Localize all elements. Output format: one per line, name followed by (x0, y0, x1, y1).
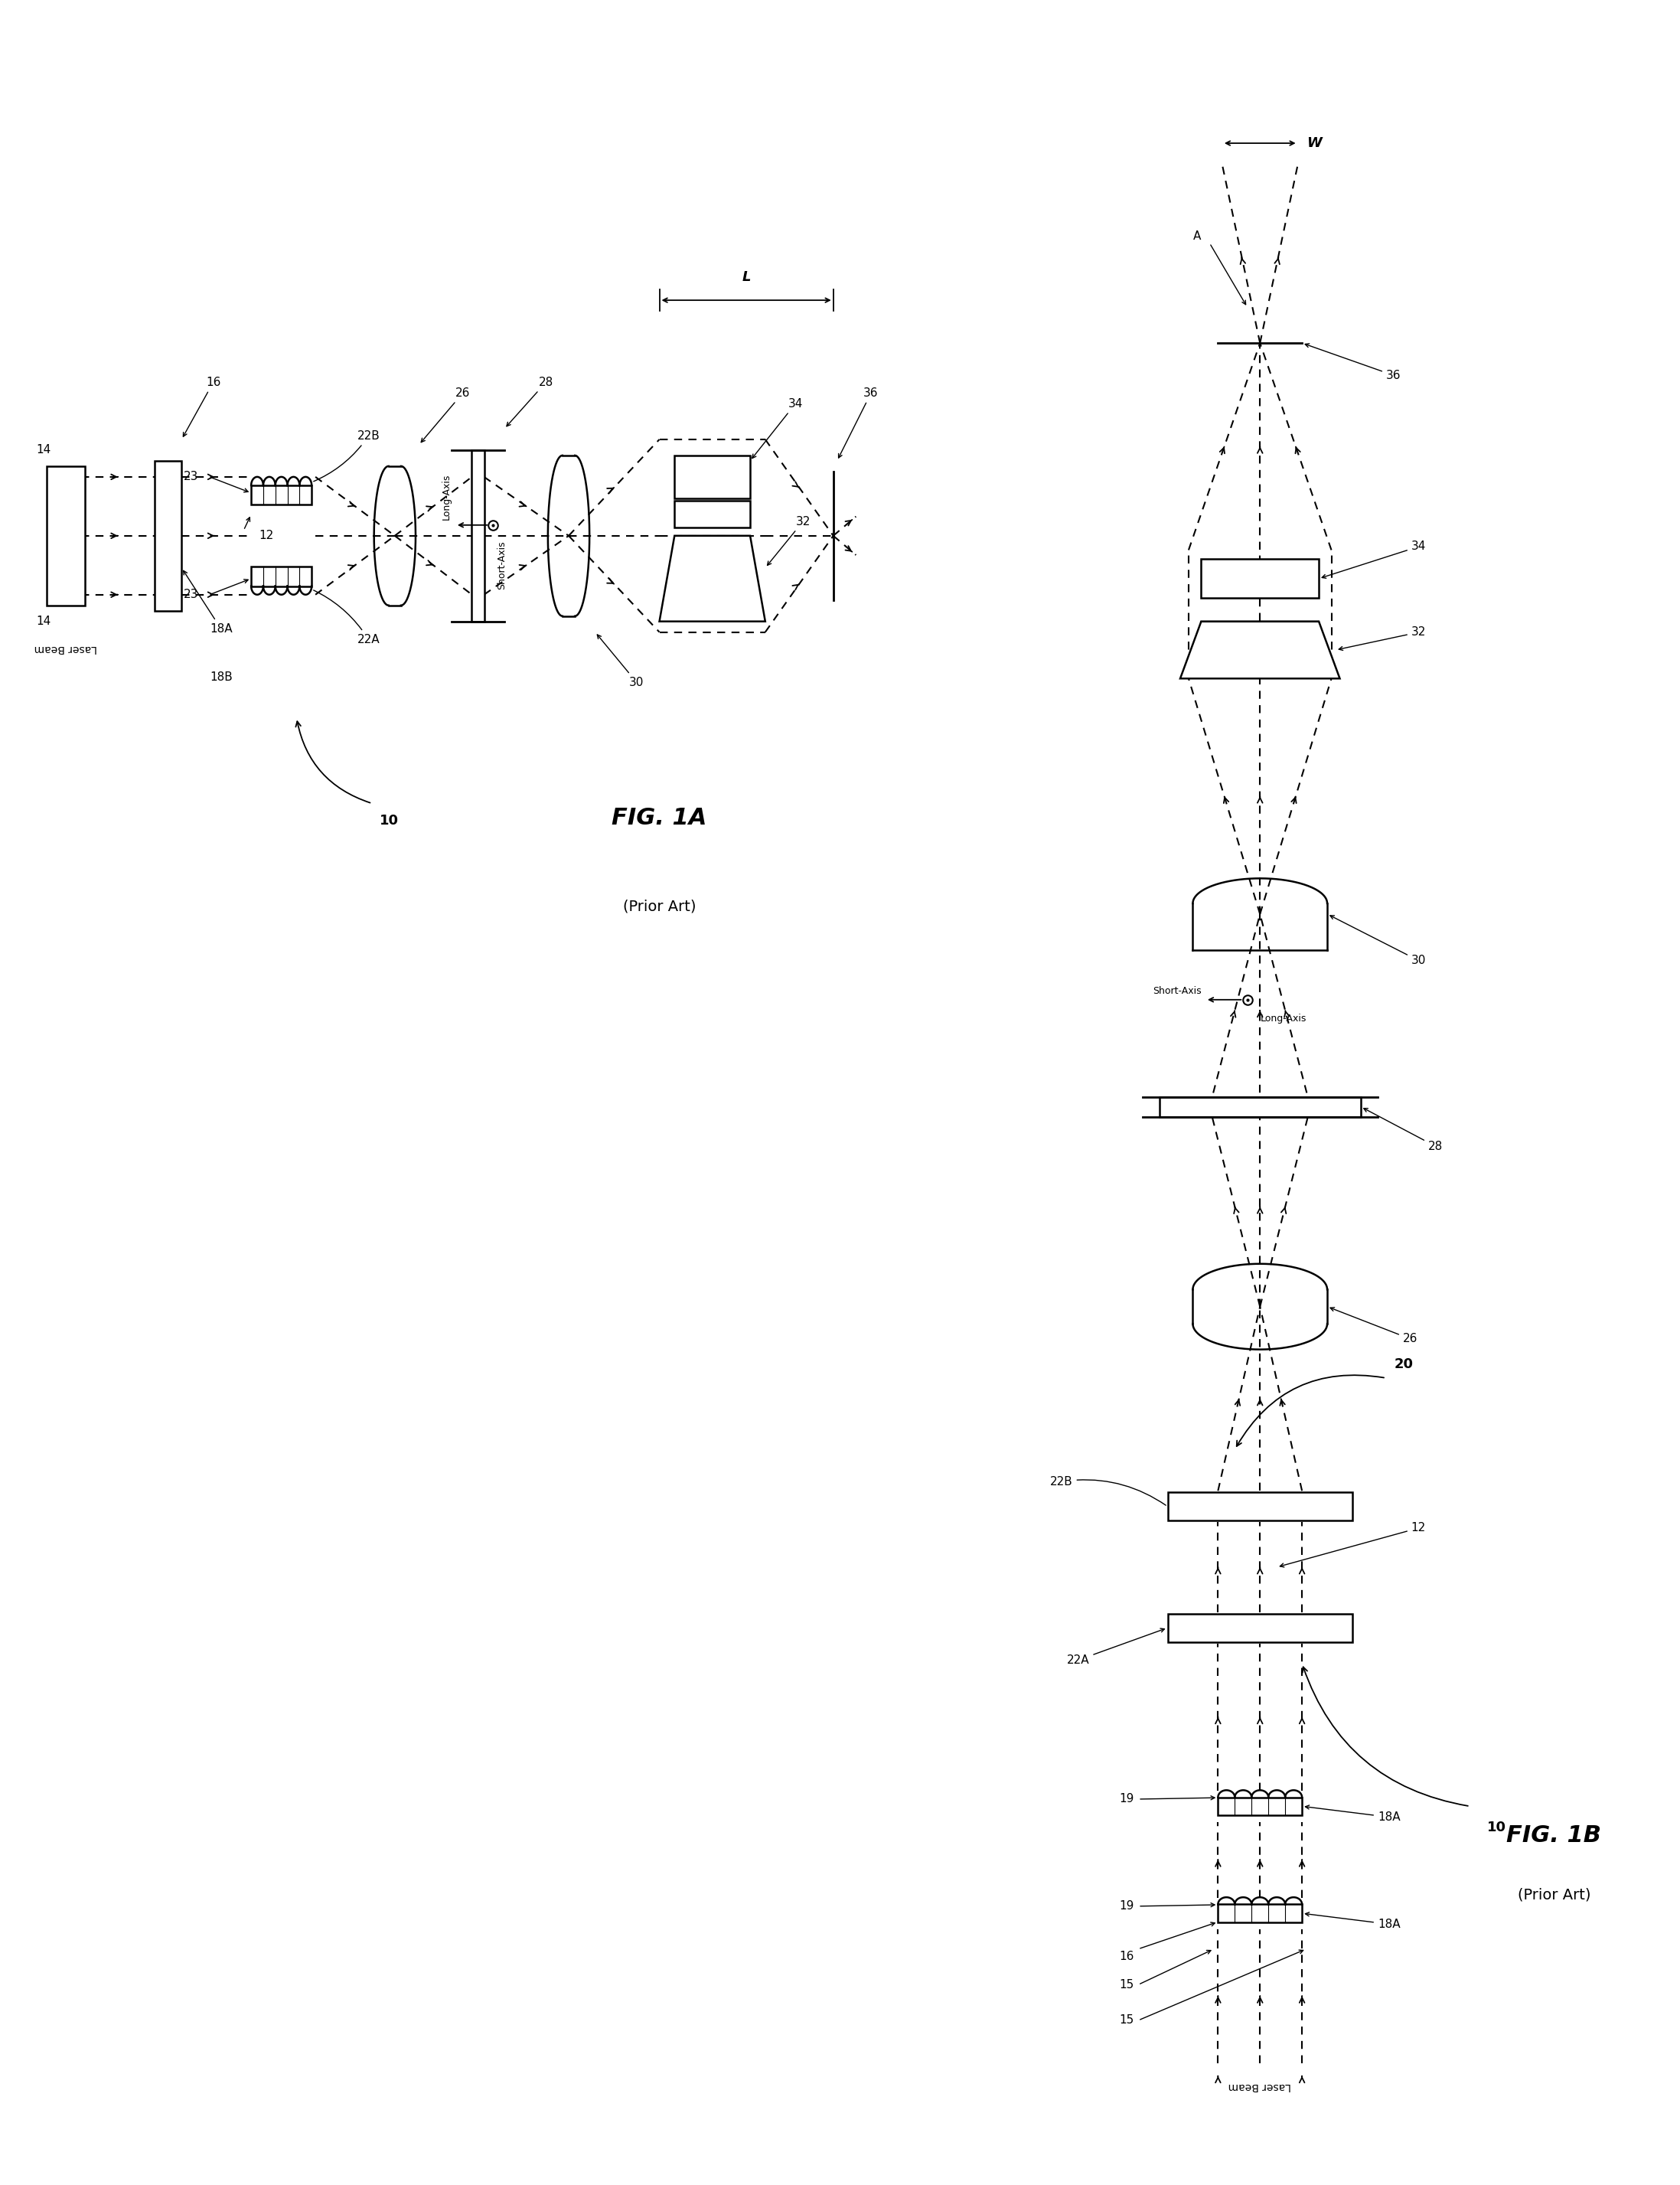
Text: 26: 26 (1331, 1307, 1418, 1344)
Bar (1201, 559, 1319, 599)
Text: 10: 10 (1487, 1820, 1505, 1835)
Text: 12: 12 (259, 531, 274, 542)
Text: 16: 16 (1119, 1951, 1134, 1962)
Text: 19: 19 (1119, 1794, 1134, 1805)
Text: 15: 15 (1119, 2015, 1134, 2025)
Text: 15: 15 (1119, 1980, 1134, 1991)
Text: 14: 14 (35, 444, 50, 457)
Text: Long-Axis: Long-Axis (1260, 1014, 1307, 1025)
Text: 34: 34 (753, 398, 803, 459)
Text: W: W (1307, 135, 1322, 151)
Text: 16: 16 (183, 376, 220, 437)
Text: 10: 10 (380, 815, 398, 828)
Text: 18A: 18A (1305, 1912, 1399, 1929)
Text: 36: 36 (838, 387, 879, 459)
Text: 18A: 18A (183, 570, 232, 634)
Polygon shape (1179, 621, 1341, 680)
Text: 12: 12 (1280, 1523, 1426, 1567)
Bar (252, 566, 312, 586)
Bar (252, 485, 312, 505)
Text: 32: 32 (768, 516, 810, 566)
Text: Laser Beam: Laser Beam (1228, 2080, 1292, 2091)
Text: A: A (1193, 229, 1201, 243)
Bar (1159, 1097, 1361, 1117)
Text: 23: 23 (183, 590, 198, 601)
Text: 30: 30 (1331, 916, 1426, 966)
Text: (Prior Art): (Prior Art) (623, 898, 696, 913)
Bar (470, 450, 486, 621)
Text: 19: 19 (1119, 1901, 1134, 1912)
Text: 32: 32 (1339, 627, 1426, 651)
Text: 22B: 22B (314, 430, 380, 481)
Bar (674, 500, 749, 529)
Text: 22A: 22A (1067, 1628, 1164, 1665)
Text: 28: 28 (507, 376, 553, 426)
Text: 14: 14 (35, 616, 50, 627)
Text: 36: 36 (1305, 343, 1401, 380)
Text: (Prior Art): (Prior Art) (1517, 1888, 1591, 1903)
Bar (1218, 1905, 1302, 1923)
Bar (674, 454, 749, 498)
Text: 23: 23 (183, 472, 198, 483)
Bar (1168, 1613, 1352, 1643)
Text: FIG. 1A: FIG. 1A (612, 806, 707, 830)
Text: 30: 30 (598, 634, 643, 688)
Polygon shape (659, 535, 764, 621)
Text: 20: 20 (1394, 1357, 1413, 1370)
Text: 26: 26 (422, 387, 470, 441)
Text: 28: 28 (1364, 1108, 1443, 1151)
Text: Short-Axis: Short-Axis (497, 542, 507, 590)
Text: 18A: 18A (1305, 1805, 1399, 1822)
Text: 18B: 18B (210, 671, 232, 682)
Text: Laser Beam: Laser Beam (34, 642, 97, 653)
Text: Long-Axis: Long-Axis (442, 474, 452, 520)
Text: Short-Axis: Short-Axis (1152, 985, 1201, 996)
Text: L: L (743, 271, 751, 284)
Bar (155, 461, 181, 612)
Bar (1168, 1492, 1352, 1521)
Text: 22A: 22A (314, 590, 380, 645)
Text: 22B: 22B (1050, 1475, 1166, 1505)
Bar (47, 465, 84, 605)
Bar (1218, 1798, 1302, 1816)
Text: 34: 34 (1322, 542, 1426, 579)
Text: FIG. 1B: FIG. 1B (1507, 1824, 1601, 1846)
